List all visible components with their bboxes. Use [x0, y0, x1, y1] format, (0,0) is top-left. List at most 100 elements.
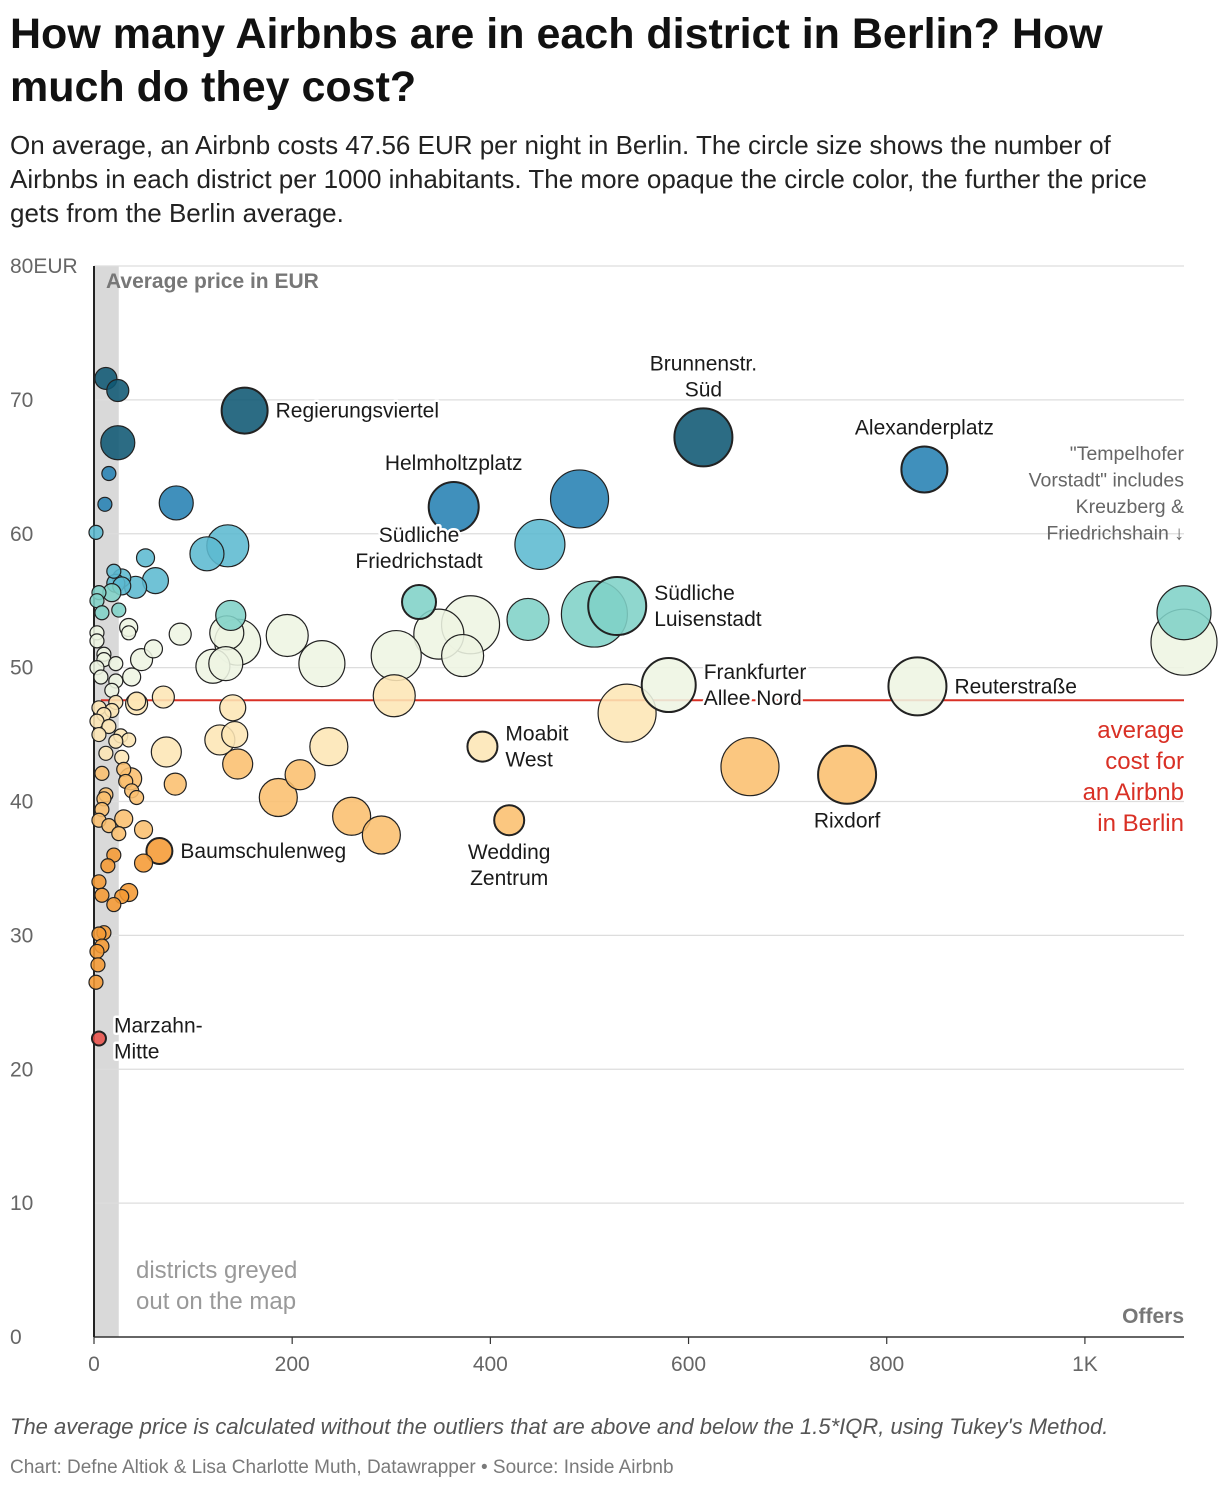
x-axis-title: Offers [1122, 1305, 1184, 1328]
data-point [332, 796, 372, 836]
data-point [673, 407, 734, 468]
data-point [94, 765, 110, 781]
data-point [168, 622, 192, 646]
data-point [163, 772, 187, 796]
point-label: Alexanderplatz [855, 416, 994, 439]
grey-band-label: out on the map [136, 1288, 296, 1315]
data-point [91, 726, 107, 743]
data-point [427, 480, 480, 533]
data-point [106, 563, 122, 579]
data-point [258, 777, 298, 818]
data-point [189, 536, 225, 572]
point-label: Regierungsviertel [276, 400, 439, 423]
data-point [597, 683, 657, 743]
point-label: Marzahn- [114, 1014, 203, 1037]
y-tick-label: 80EUR [10, 255, 78, 278]
data-point [101, 817, 117, 834]
point-label: Zentrum [470, 867, 548, 890]
annotations: average cost for an Airbnb in Berlin distric… [136, 443, 1185, 1315]
point-label: Allee Nord [704, 687, 802, 710]
data-point [151, 685, 175, 709]
data-point [129, 789, 145, 806]
point-label: Süd [685, 378, 722, 401]
x-tick-label: 1K [1072, 1353, 1098, 1376]
data-point [145, 837, 174, 866]
data-point [401, 584, 438, 621]
data-point [215, 599, 247, 632]
data-point [97, 496, 113, 512]
data-point [88, 524, 104, 541]
data-point [372, 674, 416, 718]
point-label: Brunnenstr. [650, 352, 757, 375]
tempelhofer-note: "Tempelhofer [1070, 443, 1185, 465]
data-point [265, 613, 309, 658]
data-point [133, 820, 154, 840]
data-point [111, 826, 127, 842]
footnote: The average price is calculated without … [10, 1414, 1109, 1439]
point-label: Helmholtzplatz [385, 452, 523, 475]
y-tick-label: 40 [10, 791, 33, 814]
y-tick-label: 10 [10, 1192, 33, 1215]
data-point [111, 602, 127, 618]
data-point [219, 694, 247, 722]
data-point [90, 957, 106, 973]
tempelhofer-note: Friedrichshain ↓ [1046, 523, 1184, 545]
axes: 0 10 20 30 40 50 60 70 80EUR 0 200 400 600 800 1K Avera… [10, 255, 1184, 1376]
data-point [94, 605, 110, 621]
x-tick-label: 800 [869, 1353, 904, 1376]
point-labels: Regierungsviertel Brunnenstr. Süd Alexander… [111, 350, 1079, 1066]
x-tick-label: 600 [671, 1353, 706, 1376]
data-point [208, 646, 244, 682]
data-point [114, 809, 134, 829]
y-tick-label: 0 [10, 1326, 22, 1349]
data-point [101, 465, 117, 482]
data-point [587, 576, 648, 637]
data-point [1156, 585, 1212, 641]
point-label: Südliche [379, 524, 460, 547]
data-point [309, 727, 349, 767]
data-points [88, 366, 1218, 1047]
data-point [100, 858, 116, 874]
y-tick-label: 50 [10, 657, 33, 680]
point-label: Frankfurter [704, 661, 807, 684]
data-point [298, 640, 346, 688]
data-point [284, 759, 316, 791]
data-point [887, 656, 948, 717]
y-tick-label: 70 [10, 389, 33, 412]
data-point [90, 1030, 107, 1047]
point-label: Mitte [114, 1040, 160, 1063]
data-point [127, 691, 147, 711]
data-point [98, 745, 114, 761]
point-label: Luisenstadt [654, 608, 762, 631]
average-label: an Airbnb [1083, 779, 1184, 806]
tempelhofer-note: Vorstadt" includes [1029, 470, 1185, 492]
data-point [514, 518, 566, 571]
data-point [158, 485, 194, 521]
data-point [88, 974, 104, 990]
y-tick-label: 20 [10, 1058, 33, 1081]
data-point [121, 625, 137, 641]
tempelhofer-note: Kreuzberg & [1076, 496, 1184, 518]
data-point [640, 657, 697, 714]
data-point [93, 669, 109, 685]
data-point [135, 548, 156, 568]
source-credit: Chart: Defne Altiok & Lisa Charlotte Mut… [10, 1457, 674, 1478]
data-point [493, 804, 526, 837]
point-label: Wedding [468, 841, 551, 864]
data-point [361, 815, 401, 855]
y-tick-label: 30 [10, 924, 33, 947]
x-tick-label: 200 [275, 1353, 310, 1376]
point-label: Friedrichstadt [355, 550, 482, 573]
x-tick-label: 400 [473, 1353, 508, 1376]
point-label: Reuterstraße [954, 675, 1077, 698]
data-point [150, 736, 182, 768]
data-point [720, 737, 780, 797]
point-label: Baumschulenweg [180, 840, 346, 863]
average-label: cost for [1105, 748, 1184, 775]
data-point [466, 730, 499, 763]
data-point [91, 874, 107, 890]
data-point [221, 720, 249, 749]
data-point [94, 887, 110, 903]
data-point [121, 732, 137, 748]
